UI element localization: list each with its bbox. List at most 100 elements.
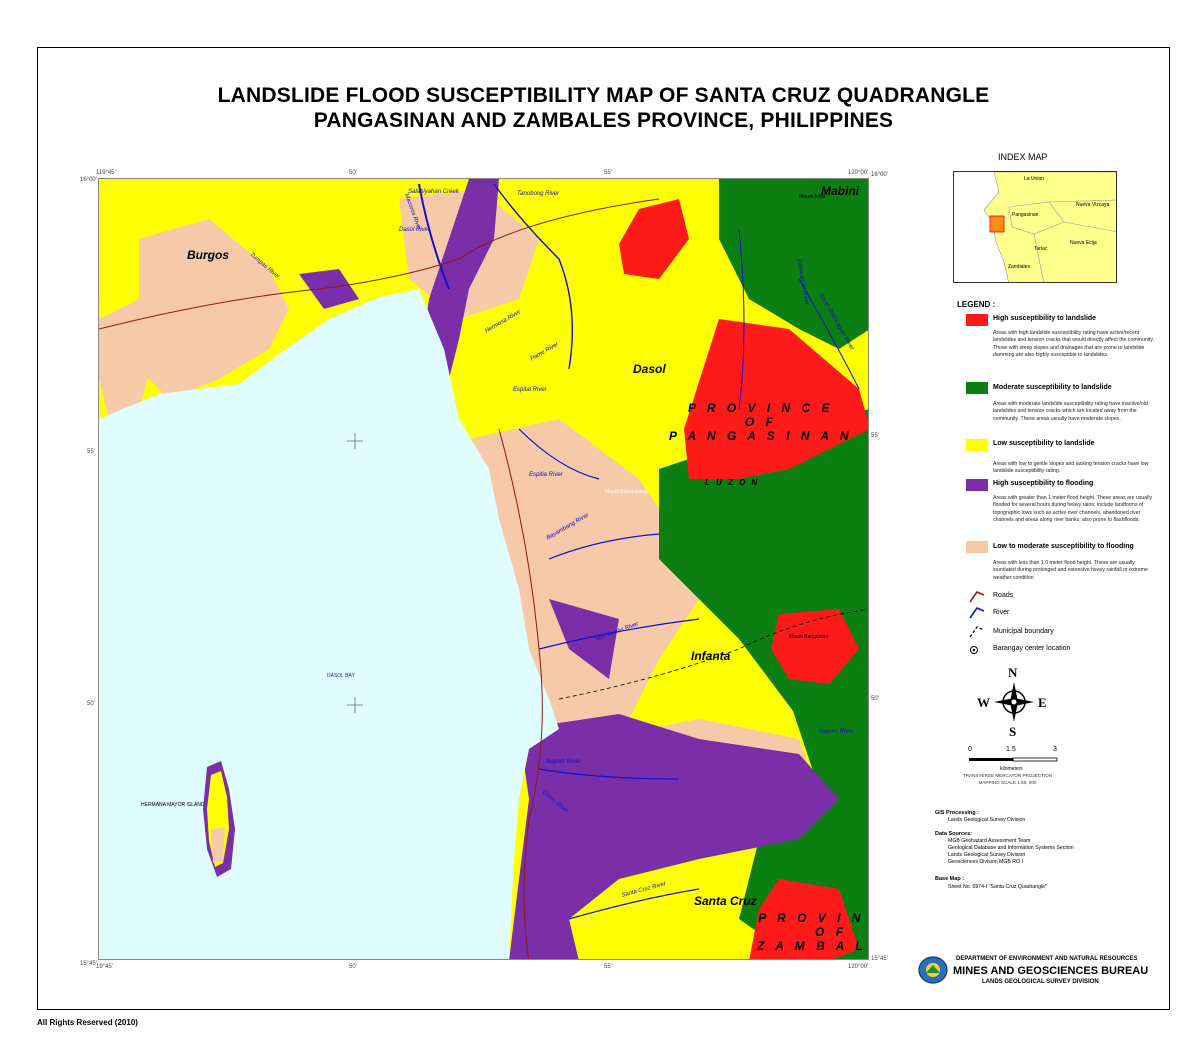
- coord-bottom-50: 50': [349, 964, 357, 970]
- river-label: Salabiyahan Creek: [408, 189, 459, 195]
- label-dasol-bay: DASOL BAY: [327, 673, 355, 679]
- mapping-scale-label: MAPPING SCALE 1:50, 000: [978, 780, 1037, 785]
- compass-s: S: [1009, 724, 1017, 739]
- place-mabini: Mabini: [821, 184, 859, 198]
- legend-desc: Areas with moderate landslide susceptibi…: [993, 401, 1148, 422]
- legend-title: High susceptibility to landslide: [993, 315, 1097, 322]
- coord-left-55: 55': [87, 449, 95, 455]
- province-line: O F: [815, 925, 847, 939]
- legend-symbol-label: Roads: [993, 592, 1014, 599]
- high-landslide-zone: [619, 199, 689, 279]
- index-label: Pangasinan: [1012, 212, 1039, 218]
- index-label: Zambales: [1008, 264, 1030, 270]
- scale-bar: [969, 757, 1058, 762]
- low-flood-zone: [99, 299, 159, 419]
- legend-swatch-high-flood: [966, 479, 988, 491]
- coord-right-50: 50': [871, 696, 879, 702]
- label-hermana-mayor-island: HERMANA MAYOR ISLAND: [141, 802, 205, 808]
- legend-desc: Areas with less than 1.0 meter flood hei…: [993, 560, 1148, 581]
- legend-title: Low susceptibility to landslide: [993, 440, 1095, 447]
- peak-label: Mount Bayambang: [605, 489, 647, 495]
- coord-top-55: 55': [604, 170, 612, 176]
- source-item: MGB Geohazard Assessment Team: [948, 838, 1031, 844]
- high-landslide-zone: [749, 879, 859, 959]
- place-infanta: Infanta: [691, 649, 731, 663]
- map-subtitle: PANGASINAN AND ZAMBALES PROVINCE, PHILIP…: [313, 109, 894, 132]
- projection-label: TRANSVERSE MERCATOR PROJECTION: [962, 773, 1053, 778]
- river-line: [518, 428, 600, 480]
- place-burgos: Burgos: [187, 248, 229, 262]
- river-line: [493, 183, 574, 370]
- river-line: [418, 183, 450, 290]
- legend-symbol-label: Municipal boundary: [993, 628, 1054, 635]
- high-flood-zone: [299, 269, 359, 309]
- susceptibility-map[interactable]: Burgos Dasol Infanta Santa Cruz Mabini L…: [98, 178, 869, 960]
- peak-label: Mount Bangkatan: [789, 634, 829, 640]
- legend-swatch-moderate-landslide: [966, 382, 988, 394]
- index-map-drawing: [954, 172, 1116, 282]
- barangay-icon: [970, 646, 978, 654]
- river-line: [538, 618, 700, 650]
- place-luzon: L U Z O N: [705, 478, 760, 487]
- index-map-title: INDEX MAP: [998, 152, 1048, 162]
- peak-label: Mount Arbis: [799, 194, 826, 200]
- river-line: [538, 768, 680, 780]
- municipal-boundary: [558, 608, 868, 700]
- source-item: Geosciences Division MGB RO I: [948, 859, 1023, 865]
- source-item: Lands Geological Survey Division: [948, 852, 1026, 858]
- agency-division: LANDS GEOLOGICAL SURVEY DIVISION: [982, 979, 1099, 985]
- high-landslide-zone: [684, 319, 868, 479]
- coord-left-top: 16°00': [80, 177, 97, 183]
- legend-swatch-low-landslide: [966, 439, 988, 451]
- river-label: Espital River: [513, 387, 547, 393]
- place-santa-cruz: Santa Cruz: [694, 894, 757, 908]
- index-label: Nueva Ecija: [1070, 240, 1097, 246]
- legend-heading: LEGEND :: [957, 300, 996, 309]
- map-drawing: [99, 179, 868, 959]
- gis-heading: GIS Processing :: [935, 810, 980, 816]
- legend-symbol-label: Barangay center location: [993, 645, 1071, 652]
- province-pangasinan-label: P R O V I N C E O F P A N G A S I N A N: [669, 401, 853, 443]
- coord-left-bottom: 15°45': [80, 961, 97, 967]
- scale-tick-label: 3: [1053, 746, 1057, 753]
- scale-unit: kilometers: [1000, 766, 1023, 772]
- river-line: [738, 228, 745, 410]
- river-icon: [969, 607, 985, 619]
- river-line: [798, 278, 860, 390]
- province-line: P R O V I N C E: [758, 911, 868, 925]
- province-line: P A N G A S I N A N: [669, 429, 853, 443]
- agency-bureau: MINES AND GEOSCIENCES BUREAU: [953, 965, 1149, 977]
- coord-right-top: 16°00': [871, 172, 888, 178]
- compass-rose-icon: [994, 682, 1034, 722]
- index-map[interactable]: La Union Pangasinan Nueva Vizcaya Nueva …: [953, 171, 1117, 283]
- legend-desc: Areas with greater than 1 meter flood he…: [993, 495, 1153, 523]
- island-flood: [211, 827, 225, 863]
- place-dasol: Dasol: [633, 362, 666, 376]
- coord-bottom-55: 55': [604, 964, 612, 970]
- index-label: Tarlac: [1034, 246, 1048, 252]
- legend-title: High susceptibility to flooding: [993, 480, 1094, 487]
- grid-cross: [347, 433, 363, 449]
- agency-department: DEPARTMENT OF ENVIRONMENT AND NATURAL RE…: [956, 956, 1138, 962]
- coord-top-50: 50': [349, 170, 357, 176]
- sources-heading: Data Sources:: [935, 831, 972, 837]
- index-label: Nueva Vizcaya: [1076, 202, 1110, 208]
- coord-right-55: 55': [871, 433, 879, 439]
- boundary-icon: [969, 626, 985, 638]
- legend-desc: Areas with low to gentle slopes and lack…: [993, 461, 1149, 475]
- legend-swatch-low-flood: [966, 541, 988, 553]
- coord-bottom-right: 120°00': [848, 964, 869, 970]
- coord-top-left: 119°45': [96, 170, 116, 176]
- road-line: [99, 198, 660, 330]
- province-line: O F: [744, 415, 777, 429]
- map-title: LANDSLIDE FLOOD SUSCEPTIBILITY MAP OF SA…: [217, 84, 990, 107]
- river-label: Nayom River: [546, 759, 581, 765]
- mgb-logo-icon: [918, 956, 948, 984]
- road-line: [498, 428, 543, 959]
- high-landslide-zone: [771, 609, 859, 684]
- river-line: [568, 888, 700, 920]
- legend-desc: Areas with high landslide susceptibility…: [993, 330, 1154, 358]
- map-sheet-border: [37, 47, 1170, 1010]
- base-map-text: Sheet No. 6974-I "Santa Cruz Quadrangle": [948, 884, 1047, 890]
- low-flood-zone: [139, 219, 289, 399]
